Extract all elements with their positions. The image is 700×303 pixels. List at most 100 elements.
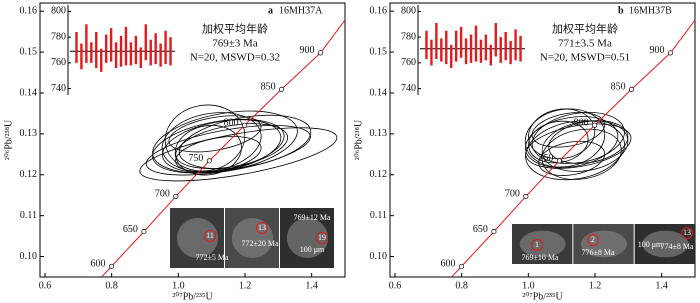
spot-circle: [256, 222, 268, 234]
annotation: 771±3.5 Ma: [558, 38, 612, 50]
annotation: 加权平均年龄: [202, 22, 268, 36]
photo-label: 772±20 Ma: [241, 239, 279, 248]
age-bar: [95, 32, 98, 68]
age-marker: [592, 122, 598, 128]
age-bar: [129, 42, 133, 66]
spot-circle: [204, 230, 216, 242]
x-tick-label: 0.6: [39, 280, 52, 291]
age-bar: [80, 43, 83, 70]
photo-label: 769±12 Ma: [293, 213, 331, 222]
panel: 0.6 0.8 1.0 1.2 1.4 0.10 0.11 0.12 0.13 0.14 0.15 0…: [353, 2, 696, 302]
age-marker: [279, 86, 285, 92]
error-ellipse: [161, 112, 262, 172]
age-bar: [119, 35, 123, 67]
age-label: 700: [505, 189, 520, 200]
y-tick-label: 0.12: [370, 169, 388, 180]
y-tick-label: 0.11: [370, 210, 387, 221]
inset-tick-label: 760: [51, 57, 66, 68]
inset-tick-label: 780: [51, 31, 66, 42]
age-bar: [484, 34, 488, 61]
concordia-extension: [320, 19, 346, 54]
age-bar: [450, 44, 453, 68]
x-tick-label: 1.4: [305, 280, 318, 291]
error-ellipse: [524, 108, 606, 168]
y-tick-label: 0.10: [20, 251, 38, 262]
inset-tick-label: 780: [401, 31, 416, 42]
age-bar: [504, 32, 507, 61]
inset-tick-label: 800: [51, 6, 66, 17]
age-marker: [458, 263, 465, 269]
error-ellipse: [164, 104, 246, 172]
age-marker: [141, 229, 147, 235]
age-bar: [454, 30, 458, 62]
y-tick-label: 0.15: [20, 46, 38, 57]
inset-tick-label: 800: [401, 6, 416, 17]
error-ellipse: [139, 127, 338, 182]
age-label: 850: [261, 82, 276, 93]
age-bar: [514, 29, 517, 61]
age-bar: [509, 41, 512, 65]
error-ellipse: [152, 110, 298, 174]
y-tick-label: 0.10: [370, 251, 388, 262]
photo-label: 2: [591, 235, 595, 244]
zircon-grain: [642, 230, 689, 258]
panel: 0.6 0.8 1.0 1.2 1.4 0.10 0.11 0.12 0.13 0.14 0.15 0…: [3, 2, 346, 302]
error-ellipse: [168, 115, 262, 153]
age-bar: [159, 43, 162, 67]
age-bar: [494, 23, 497, 57]
inset-tick-label: 760: [401, 57, 416, 68]
age-label: 650: [473, 224, 488, 235]
y-axis-title: ²⁰⁶Pb/²³⁸U: [3, 119, 14, 160]
panel-label: b: [618, 5, 624, 16]
x-tick-label: 1.0: [522, 280, 535, 291]
age-label: 750: [538, 153, 553, 164]
age-bar: [144, 24, 147, 61]
age-bar: [445, 30, 448, 65]
age-bar: [435, 23, 438, 59]
y-tick-label: 0.14: [370, 87, 388, 98]
y-tick-label: 0.16: [20, 5, 38, 16]
zircon-grain: [176, 218, 219, 258]
error-ellipse: [525, 116, 619, 168]
photo-label: 11: [206, 231, 214, 240]
age-bar: [459, 26, 463, 58]
inset-tick-label: 740: [51, 83, 66, 94]
age-bar: [139, 47, 143, 68]
error-ellipse: [528, 120, 589, 164]
age-bar: [149, 39, 152, 66]
age-marker: [317, 50, 324, 56]
age-bar: [100, 48, 103, 72]
y-tick-label: 0.11: [20, 210, 37, 221]
zircon-grain: [286, 218, 329, 258]
age-label: 600: [441, 259, 456, 270]
annotation: N=20, MSWD=0.51: [540, 52, 630, 64]
error-ellipse: [175, 123, 288, 169]
zircon-grain: [581, 230, 627, 258]
x-tick-label: 1.0: [172, 280, 185, 291]
photo-label: 100 μm: [638, 240, 663, 249]
y-axis-title: ²⁰⁶Pb/²³⁸U: [353, 119, 364, 160]
annotation: N=20, MSWD=0.32: [190, 52, 280, 64]
age-bar: [479, 39, 483, 63]
y-tick-label: 0.12: [20, 169, 38, 180]
age-bar: [75, 32, 78, 63]
error-ellipse: [178, 114, 312, 170]
photo-label: 769±10 Ma: [521, 253, 559, 262]
x-tick-label: 1.4: [655, 280, 668, 291]
inset-tick-label: 740: [401, 83, 416, 94]
age-bar: [425, 30, 428, 59]
age-bar: [164, 30, 167, 65]
age-bar: [440, 38, 443, 62]
age-marker: [667, 50, 674, 56]
photo-label: 13: [258, 223, 266, 232]
plot-frame: [389, 2, 696, 278]
age-label: 700: [155, 189, 170, 200]
age-marker: [629, 86, 635, 92]
age-bar: [114, 42, 118, 68]
error-ellipse: [548, 120, 629, 164]
age-bar: [134, 35, 138, 65]
age-label: 900: [299, 45, 314, 56]
age-marker: [173, 193, 179, 199]
age-bar: [109, 28, 113, 62]
